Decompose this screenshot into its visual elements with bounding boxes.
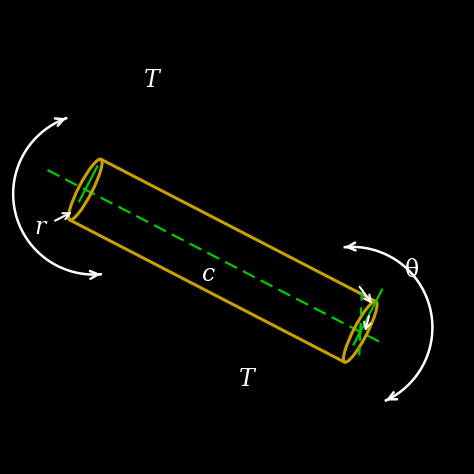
Text: T: T bbox=[144, 69, 160, 92]
Text: r: r bbox=[35, 216, 46, 239]
Text: c: c bbox=[202, 264, 215, 286]
Text: θ: θ bbox=[405, 259, 419, 282]
Text: T: T bbox=[238, 368, 255, 391]
